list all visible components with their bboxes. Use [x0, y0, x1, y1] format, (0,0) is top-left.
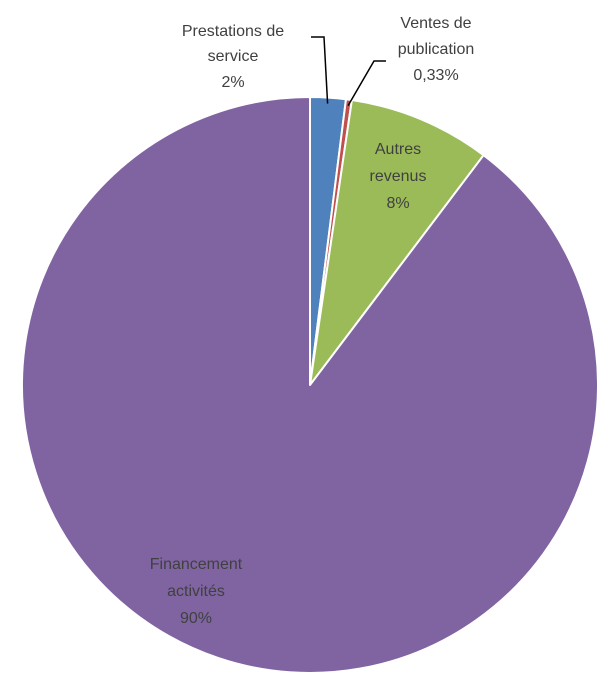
label-autres-revenus-value: 8% — [386, 195, 409, 212]
slice-autres-revenus — [309, 99, 485, 386]
label-ventes-de-publication-line1: Ventes de — [400, 15, 471, 32]
label-autres-revenus-line2: revenus — [370, 168, 427, 185]
leader-lines — [311, 36, 386, 106]
slice-financement-activites — [21, 96, 599, 674]
label-autres-revenus-line1: Autres — [375, 141, 421, 158]
label-ventes-de-publication-line2: publication — [398, 41, 475, 58]
label-prestations-de-service-line1: Prestations de — [182, 23, 284, 40]
label-financement-activites-line1: Financement — [150, 556, 243, 573]
label-prestations-de-service-line2: service — [208, 48, 259, 65]
label-ventes-de-publication-value: 0,33% — [413, 67, 458, 84]
leader-line-ventes-de-publication — [347, 60, 386, 106]
label-financement-activites-value: 90% — [180, 610, 212, 627]
label-financement-activites-line2: activités — [167, 583, 225, 600]
pie-slices — [21, 96, 599, 674]
leader-line-prestations-de-service — [311, 36, 329, 104]
label-prestations-de-service-value: 2% — [221, 74, 244, 91]
